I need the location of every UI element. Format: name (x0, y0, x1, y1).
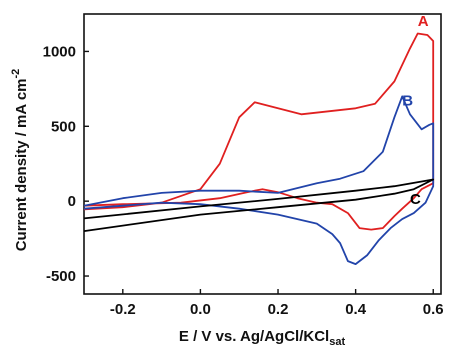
series-line-b (83, 95, 435, 266)
y-axis-title-sup: -2 (10, 69, 22, 79)
x-axis-title-main: E / V vs. Ag/AgCl/KCl (179, 328, 329, 345)
series-line-c (83, 178, 435, 232)
y-axis-title: Current density / mA cm-2 (10, 69, 30, 252)
x-axis-title-sub: sat (329, 336, 345, 348)
series-label-a: A (418, 13, 429, 30)
series-label-c: C (410, 191, 421, 208)
y-tick-label: 1000 (43, 43, 76, 60)
y-axis-title-main: Current density / mA cm (13, 78, 30, 251)
y-tick-label: 500 (51, 118, 76, 135)
x-tick-label: 0.2 (268, 301, 289, 318)
x-axis-title: E / V vs. Ag/AgCl/KClsat (179, 328, 346, 348)
x-tick-label: 0.0 (190, 301, 211, 318)
plot-frame (83, 13, 442, 295)
x-tick-label: 0.4 (345, 301, 367, 318)
series-line-a (83, 32, 435, 231)
tick-layer: -0.2 0.0 0.2 0.4 0.6 -500 0 500 1000 (43, 43, 444, 318)
series-layer: A B C (83, 13, 435, 266)
series-label-b: B (402, 92, 413, 109)
y-tick-label: 0 (68, 193, 76, 210)
x-tick-label: -0.2 (110, 301, 136, 318)
y-tick-label: -500 (46, 268, 76, 285)
x-tick-label: 0.6 (423, 301, 444, 318)
